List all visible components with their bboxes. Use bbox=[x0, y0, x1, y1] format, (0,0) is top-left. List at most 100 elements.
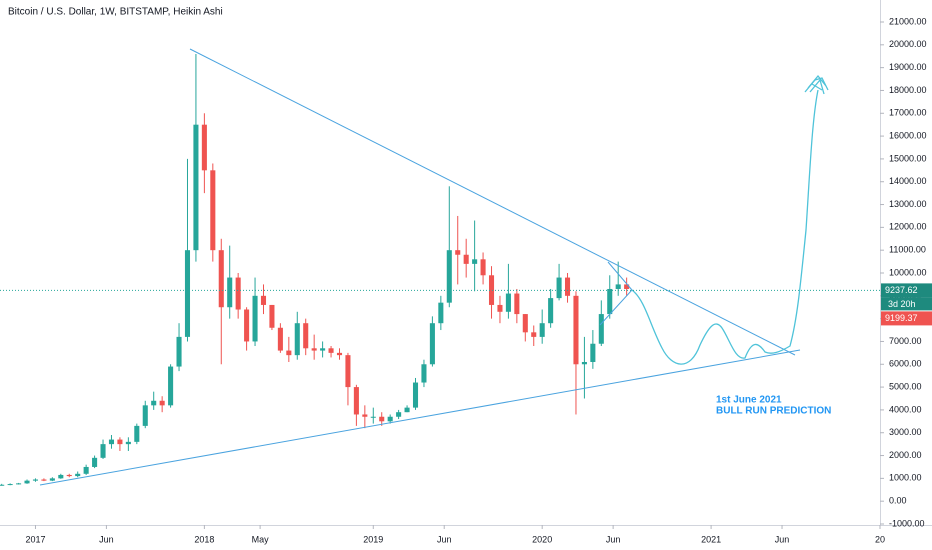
y-tick-label: -1000.00 bbox=[889, 518, 925, 528]
candle-body bbox=[539, 323, 545, 337]
candle-body bbox=[396, 412, 402, 417]
candle-body bbox=[387, 416, 393, 422]
countdown-box bbox=[881, 297, 932, 311]
candle-body bbox=[100, 444, 106, 458]
candle-body bbox=[328, 348, 334, 353]
y-tick-label: 5000.00 bbox=[889, 381, 922, 391]
annotation: 1st June 2021 bbox=[716, 395, 782, 406]
candle-body bbox=[16, 483, 22, 485]
y-tick-label: 21000.00 bbox=[889, 16, 927, 26]
x-tick-label: Jun bbox=[775, 534, 790, 544]
y-tick-label: 4000.00 bbox=[889, 404, 922, 414]
y-tick-label: 3000.00 bbox=[889, 427, 922, 437]
candle-body bbox=[590, 343, 596, 362]
candle-body bbox=[142, 405, 148, 426]
candle-body bbox=[32, 479, 39, 481]
x-tick-label: 2020 bbox=[532, 534, 552, 544]
candle-body bbox=[277, 327, 283, 351]
candle-body bbox=[463, 254, 469, 264]
candle-body bbox=[353, 387, 359, 415]
candle-body bbox=[303, 323, 309, 349]
candle-body bbox=[286, 350, 292, 356]
candle-body bbox=[624, 284, 630, 289]
y-tick-label: 18000.00 bbox=[889, 85, 927, 95]
x-tick-label: Jun bbox=[606, 534, 621, 544]
candle-body bbox=[472, 259, 478, 264]
candle-body bbox=[488, 275, 495, 305]
y-tick-label: 13000.00 bbox=[889, 199, 927, 209]
candle-body bbox=[108, 439, 115, 445]
candle-body bbox=[0, 484, 5, 486]
candle-body bbox=[269, 304, 275, 328]
y-tick-label: 12000.00 bbox=[889, 222, 927, 232]
candle-body bbox=[41, 479, 47, 481]
candle-body bbox=[336, 352, 343, 356]
candle-body bbox=[235, 277, 241, 310]
x-tick-label: 2019 bbox=[363, 534, 383, 544]
candle-body bbox=[168, 366, 174, 406]
candle-body bbox=[252, 295, 258, 342]
last-price-label: 9237.62 bbox=[885, 285, 918, 295]
candle-body bbox=[184, 250, 191, 337]
candle-body bbox=[480, 259, 486, 276]
candle-body bbox=[320, 348, 326, 351]
candle-body bbox=[159, 400, 165, 406]
candle-body bbox=[193, 124, 199, 251]
candle-body bbox=[429, 323, 435, 365]
candle-body bbox=[556, 277, 562, 299]
lower-trendline bbox=[39, 349, 801, 486]
y-tick-label: 16000.00 bbox=[889, 130, 927, 140]
y-tick-label: 7000.00 bbox=[889, 336, 922, 346]
candle-body bbox=[404, 407, 410, 413]
candle-body bbox=[125, 441, 131, 445]
x-tick-label: 20 bbox=[875, 534, 885, 544]
candle-body bbox=[455, 250, 461, 255]
close-price-box bbox=[881, 311, 932, 326]
y-tick-label: 15000.00 bbox=[889, 153, 927, 163]
y-tick-label: 14000.00 bbox=[889, 176, 927, 186]
x-tick-label: Jun bbox=[99, 534, 114, 544]
candle-body bbox=[294, 323, 300, 356]
close-price-label: 9199.37 bbox=[885, 313, 918, 323]
candle-body bbox=[362, 414, 368, 417]
candle-body bbox=[615, 284, 621, 289]
candle-body bbox=[573, 295, 579, 365]
candle-body bbox=[210, 170, 216, 251]
candle-body bbox=[244, 309, 250, 342]
candle-body bbox=[345, 355, 351, 388]
candle-body bbox=[531, 332, 537, 337]
x-tick-label: May bbox=[252, 534, 270, 544]
y-tick-label: 6000.00 bbox=[889, 359, 922, 369]
chart-title: Bitcoin / U.S. Dollar, 1W, BITSTAMP, Hei… bbox=[8, 7, 223, 18]
y-tick-label: 11000.00 bbox=[889, 245, 926, 255]
candle-body bbox=[379, 416, 385, 422]
candle-body bbox=[24, 480, 30, 484]
y-tick-label: 0.00 bbox=[889, 496, 907, 506]
candle-body bbox=[412, 382, 419, 408]
candle-body bbox=[421, 364, 427, 383]
candle-body bbox=[548, 298, 554, 324]
y-tick-label: 19000.00 bbox=[889, 62, 927, 72]
x-tick-label: 2018 bbox=[194, 534, 214, 544]
candle-body bbox=[83, 466, 89, 474]
upper-trendline bbox=[189, 48, 796, 356]
candle-body bbox=[564, 277, 571, 296]
y-tick-label: 2000.00 bbox=[889, 450, 922, 460]
candle-body bbox=[370, 416, 376, 418]
x-tick-label: Jun bbox=[437, 534, 452, 544]
candle-body bbox=[311, 348, 317, 351]
candle-body bbox=[92, 457, 98, 467]
candle-body bbox=[201, 124, 207, 171]
candle-body bbox=[58, 474, 64, 479]
countdown-label: 3d 20h bbox=[888, 299, 916, 309]
candle-body bbox=[598, 314, 604, 344]
y-tick-label: 10000.00 bbox=[889, 267, 927, 277]
candle-body bbox=[438, 302, 444, 324]
prediction-arrow bbox=[804, 74, 829, 95]
candle-body bbox=[151, 400, 157, 406]
candle-body bbox=[218, 250, 224, 308]
candle-body bbox=[75, 473, 81, 477]
last-price-box bbox=[881, 283, 932, 298]
candle-body bbox=[49, 478, 55, 481]
